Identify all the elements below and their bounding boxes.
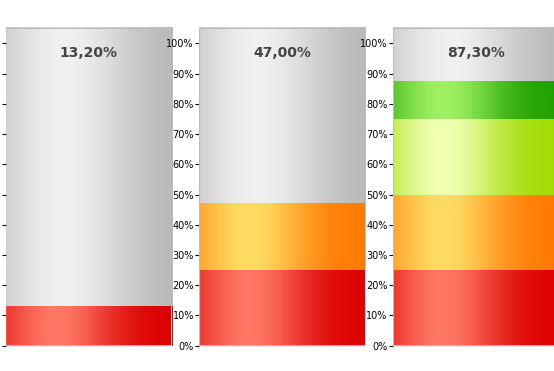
Text: 13,20%: 13,20% (60, 46, 117, 60)
Text: 87,30%: 87,30% (448, 46, 505, 60)
Text: 47,00%: 47,00% (254, 46, 311, 60)
